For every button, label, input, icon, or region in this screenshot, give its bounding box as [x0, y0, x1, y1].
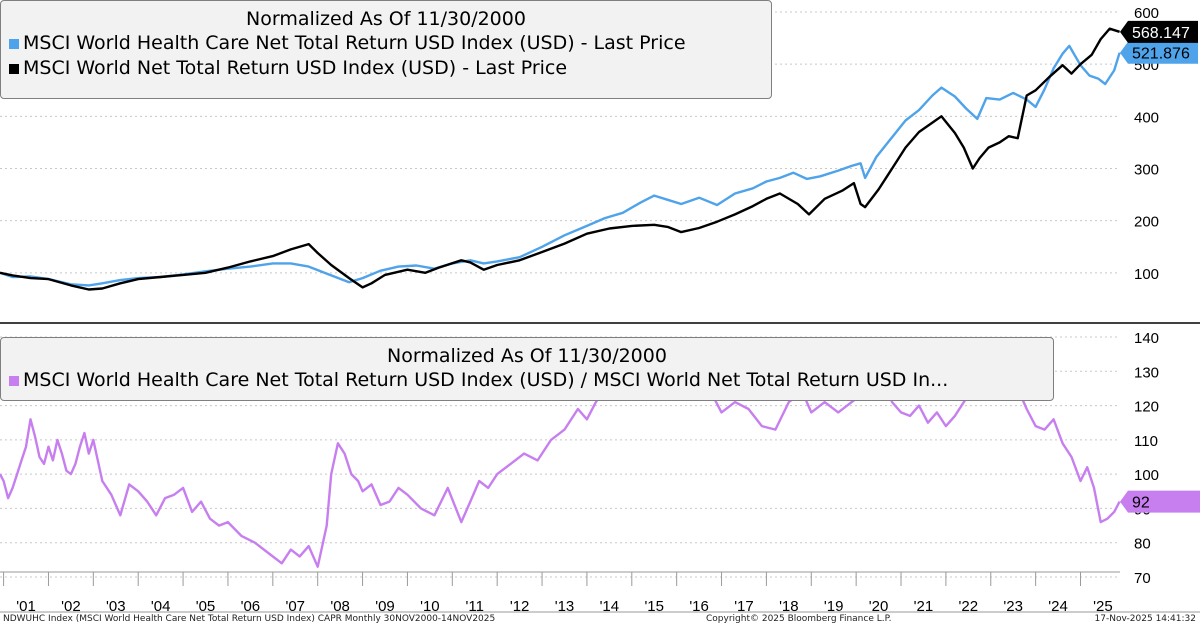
bottom-ytick-label-100: 100 — [1134, 467, 1159, 484]
x-tick-label-2020: '20 — [869, 598, 889, 615]
x-tick-label-2012: '12 — [510, 598, 530, 615]
bottom-y-axis: 708090100110120130140 — [1134, 330, 1159, 587]
x-tick-label-2014: '14 — [600, 598, 620, 615]
bottom-ytick-label-70: 70 — [1134, 570, 1151, 587]
x-tick-label-2002: '02 — [61, 598, 81, 615]
x-tick-label-2005: '05 — [196, 598, 216, 615]
top-chart-title: Normalized As Of 11/30/2000 — [246, 8, 526, 30]
top-series-1-badge-label: 568.147 — [1132, 25, 1190, 42]
x-tick-label-2022: '22 — [959, 598, 979, 615]
top-ytick-label-400: 400 — [1134, 109, 1159, 126]
top-ytick-label-600: 600 — [1134, 5, 1159, 22]
legend-label-world: MSCI World Net Total Return USD Index (U… — [23, 57, 568, 79]
bottom-series-0-badge — [1120, 490, 1200, 513]
top-series-1-badge — [1120, 20, 1198, 43]
bottom-panel-series — [0, 346, 1121, 568]
legend-swatch-health-care — [9, 39, 19, 49]
x-tick-label-2016: '16 — [689, 598, 709, 615]
top-series-0-line — [0, 44, 1121, 287]
top-ytick-label-100: 100 — [1134, 266, 1159, 283]
bottom-series-0-badge-label: 92 — [1132, 495, 1150, 512]
bottom-series-0-line — [0, 346, 1121, 568]
x-axis: '01 '02 '03 '04 '05 '06 '07 '08 '09 '10 '11 '12 '13 '… — [3, 572, 1113, 615]
x-tick-label-2024: '24 — [1048, 598, 1068, 615]
bottom-chart-title: Normalized As Of 11/30/2000 — [387, 345, 667, 367]
top-chart-legend: Normalized As Of 11/30/2000 MSCI World H… — [0, 0, 772, 99]
legend-item-health-care: MSCI World Health Care Net Total Return … — [1, 31, 771, 56]
x-tick-label-2007: '07 — [285, 598, 305, 615]
top-series-0-badge-label: 521.876 — [1132, 46, 1190, 63]
bottom-ytick-label-140: 140 — [1134, 330, 1159, 347]
x-tick-label-2003: '03 — [106, 598, 126, 615]
top-panel-series — [0, 27, 1121, 291]
last-value-badges: 521.876 568.147 92 — [1120, 20, 1200, 513]
x-tick-label-2013: '13 — [555, 598, 575, 615]
x-tick-label-2023: '23 — [1003, 598, 1023, 615]
x-tick-label-2021: '21 — [914, 598, 934, 615]
x-tick-label-2009: '09 — [375, 598, 395, 615]
x-tick-label-2017: '17 — [734, 598, 754, 615]
x-tick-label-2001: '01 — [16, 598, 36, 615]
bottom-chart-legend: Normalized As Of 11/30/2000 MSCI World H… — [0, 337, 1054, 401]
x-tick-label-2025: '25 — [1093, 598, 1113, 615]
legend-label-health-care: MSCI World Health Care Net Total Return … — [23, 32, 686, 54]
x-tick-label-2004: '04 — [151, 598, 171, 615]
bottom-ytick-label-110: 110 — [1134, 433, 1158, 450]
legend-swatch-world — [9, 64, 19, 74]
x-tick-label-2015: '15 — [644, 598, 664, 615]
footer-source: NDWUHC Index (MSCI World Health Care Net… — [3, 614, 496, 624]
x-tick-label-2010: '10 — [420, 598, 440, 615]
legend-item-world: MSCI World Net Total Return USD Index (U… — [1, 56, 771, 81]
x-tick-label-2008: '08 — [330, 598, 350, 615]
bottom-ytick-label-120: 120 — [1134, 399, 1159, 416]
footer-timestamp: 17-Nov-2025 14:41:32 — [1094, 614, 1196, 624]
x-tick-label-2018: '18 — [779, 598, 799, 615]
top-ytick-label-200: 200 — [1134, 214, 1159, 231]
top-series-0-badge — [1120, 41, 1198, 64]
legend-label-ratio: MSCI World Health Care Net Total Return … — [23, 369, 949, 391]
top-series-1-line — [0, 27, 1120, 291]
top-ytick-label-300: 300 — [1134, 162, 1159, 179]
legend-item-ratio: MSCI World Health Care Net Total Return … — [1, 368, 1053, 393]
footer-copyright: Copyright© 2025 Bloomberg Finance L.P. — [706, 614, 892, 624]
x-tick-label-2006: '06 — [241, 598, 261, 615]
x-tick-label-2011: '11 — [466, 598, 484, 615]
bottom-ytick-label-80: 80 — [1134, 536, 1151, 553]
legend-swatch-ratio — [9, 376, 19, 386]
x-tick-label-2019: '19 — [824, 598, 844, 615]
bottom-ytick-label-130: 130 — [1134, 364, 1159, 381]
